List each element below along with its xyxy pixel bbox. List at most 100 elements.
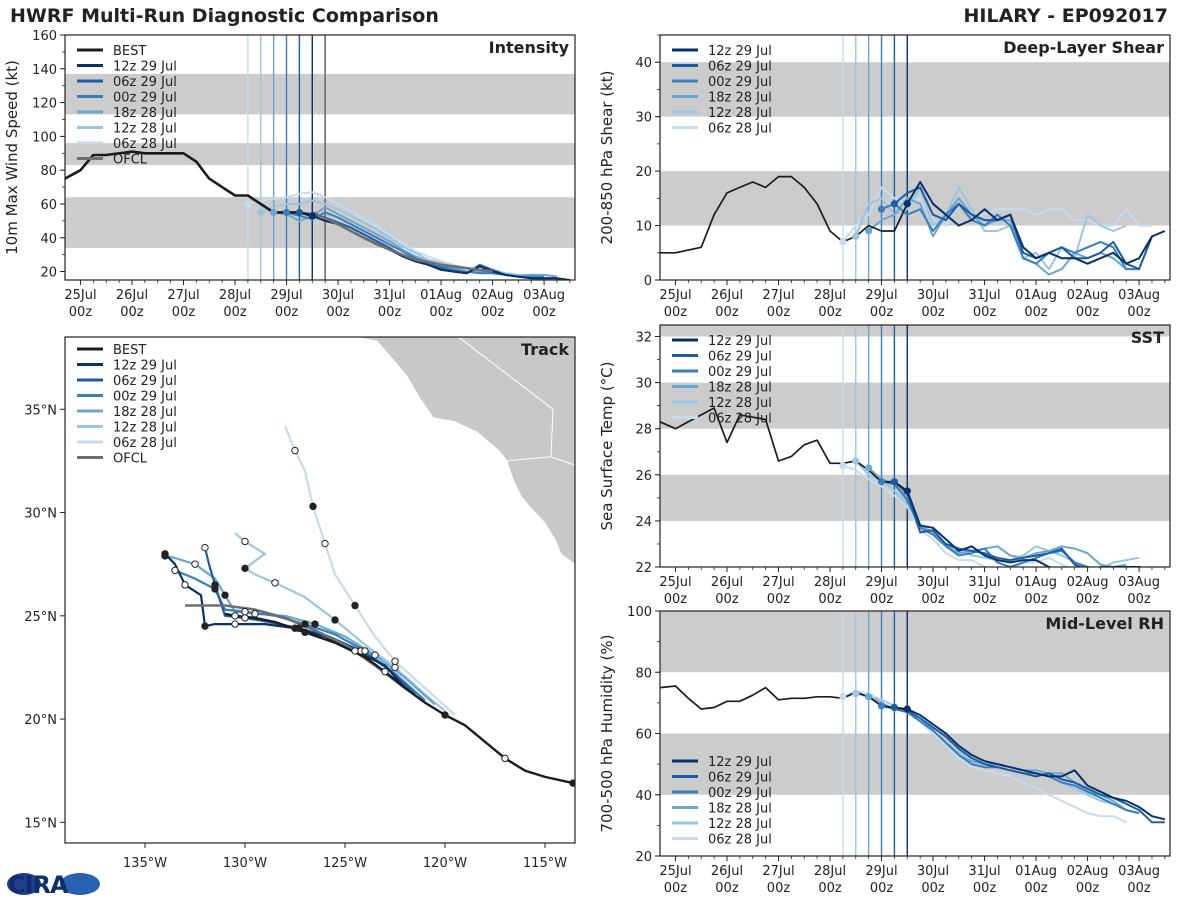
shear-legend-label: 12z 28 Jul (708, 106, 772, 121)
sst-plot-area (660, 325, 1170, 567)
intensity-legend-label: OFCL (113, 153, 148, 168)
shear-ytick-label: 30 (635, 111, 652, 126)
track-plot-area (161, 337, 575, 787)
shear-legend-label: 06z 29 Jul (708, 60, 772, 75)
shear-best-line (660, 175, 909, 254)
sst-xtick-hour: 00z (921, 592, 945, 607)
shear-xtick-label: 26Jul (711, 288, 743, 303)
intensity-legend-label: 06z 28 Jul (113, 137, 177, 152)
sst-band (660, 325, 1170, 337)
shear-xtick-label: 27Jul (762, 288, 794, 303)
sst-ylabel: Sea Surface Temp (°C) (598, 361, 616, 530)
rh-xtick-label: 31Jul (968, 864, 1000, 879)
intensity-xtick-label: 29Jul (270, 288, 302, 303)
track-ytick-label: 35°N (24, 403, 57, 418)
track-point (241, 537, 249, 546)
track-point (191, 560, 199, 568)
shear-ytick-label: 0 (644, 274, 652, 289)
intensity-xtick-hour: 00z (481, 305, 505, 320)
shear-frame (659, 34, 1171, 281)
track-best-point (381, 667, 389, 676)
sst-legend-label: 00z 29 Jul (708, 365, 772, 380)
intensity-init-point (270, 208, 278, 217)
intensity-xtick-hour: 00z (326, 305, 350, 320)
sst-ytick-label: 24 (635, 515, 652, 530)
sst-band (660, 382, 1170, 429)
logo-swirl-icon (60, 873, 100, 895)
sst-xtick-hour: 00z (715, 592, 739, 607)
intensity-band (65, 197, 575, 248)
intensity-legend-label: 18z 28 Jul (113, 106, 177, 121)
intensity-ytick-label: 60 (40, 198, 57, 213)
sst-legend-label: 18z 28 Jul (708, 381, 772, 396)
rh-ytick-label: 60 (635, 728, 652, 743)
sst-panel: 22 24 26 28 30 32 Sea Surface Temp (°C) 25Jul 00… (598, 324, 1171, 607)
sst-series-line (906, 490, 1145, 567)
intensity-xtick-label: 28Jul (219, 288, 251, 303)
shear-legend-label: 12z 29 Jul (708, 44, 772, 59)
intensity-xtick-hour: 00z (120, 305, 144, 320)
intensity-panel-title: Intensity (489, 38, 570, 57)
track-point (371, 651, 379, 659)
rh-xtick-hour: 00z (1024, 881, 1048, 896)
track-xtick-label: 120°W (423, 856, 467, 871)
intensity-xtick-hour: 00z (172, 305, 196, 320)
track-point (211, 585, 219, 593)
sst-xtick-hour: 00z (1076, 592, 1100, 607)
sst-frame (659, 324, 1171, 568)
intensity-xtick-hour: 00z (223, 305, 247, 320)
sst-xtick-hour: 00z (1127, 592, 1151, 607)
sst-xtick-hour: 00z (1024, 592, 1048, 607)
rh-xtick-label: 02Aug (1067, 864, 1109, 879)
shear-xtick-hour: 00z (767, 305, 791, 320)
sst-init-point (890, 478, 898, 486)
shear-panel-title: Deep-Layer Shear (1003, 38, 1164, 57)
shear-xtick-label: 31Jul (968, 288, 1000, 303)
track-ytick-label: 30°N (24, 507, 57, 522)
sst-xtick-hour: 00z (973, 592, 997, 607)
track-point (295, 624, 303, 632)
intensity-xtick-label: 27Jul (167, 288, 199, 303)
track-xtick-label: 125°W (323, 856, 367, 871)
storm-id: HILARY - EP092017 (963, 5, 1168, 27)
sst-xtick-label: 29Jul (865, 575, 897, 590)
track-best-point (231, 612, 239, 620)
shear-xtick-hour: 00z (870, 305, 894, 320)
track-point (271, 579, 279, 587)
sst-xtick-label: 28Jul (814, 575, 846, 590)
track-panel: 135°W 130°W 125°W 120°W 115°W 15°N 20°N 25°N 30°… (24, 336, 576, 871)
rh-legend-label: 18z 28 Jul (708, 802, 772, 817)
track-point (311, 620, 319, 628)
rh-xtick-label: 26Jul (711, 864, 743, 879)
intensity-ytick-label: 140 (32, 63, 57, 78)
shear-legend-label: 06z 28 Jul (708, 122, 772, 137)
rh-init-point (903, 705, 911, 713)
intensity-init-point (308, 212, 316, 220)
track-xtick-label: 135°W (123, 856, 167, 871)
track-legend-label: BEST (113, 343, 146, 358)
rh-xtick-label: 03Aug (1118, 864, 1160, 879)
intensity-xtick-hour: 00z (275, 305, 299, 320)
sst-legend-label: 12z 28 Jul (708, 396, 772, 411)
intensity-legend-label: 00z 29 Jul (113, 91, 177, 106)
sst-legend-label: 06z 29 Jul (708, 350, 772, 365)
track-point (201, 543, 209, 552)
track-point (221, 591, 229, 599)
sst-xtick-hour: 00z (870, 592, 894, 607)
intensity-ytick-label: 160 (32, 29, 57, 44)
rh-ytick-label: 80 (635, 666, 652, 681)
shear-init-point (890, 200, 898, 208)
map-land (353, 337, 575, 565)
intensity-ytick-label: 100 (32, 130, 57, 145)
shear-init-point (865, 227, 873, 235)
rh-panel: 20 40 60 80 100 700-500 hPa Humidity (%) 25Jul… (598, 605, 1171, 896)
rh-xtick-label: 27Jul (762, 864, 794, 879)
shear-ytick-label: 40 (635, 56, 652, 71)
rh-band (660, 611, 1170, 673)
shear-xtick-hour: 00z (1076, 305, 1100, 320)
track-point (391, 657, 399, 665)
rh-xtick-hour: 00z (664, 881, 688, 896)
rh-ytick-label: 100 (627, 605, 652, 620)
intensity-init-point (257, 208, 265, 217)
